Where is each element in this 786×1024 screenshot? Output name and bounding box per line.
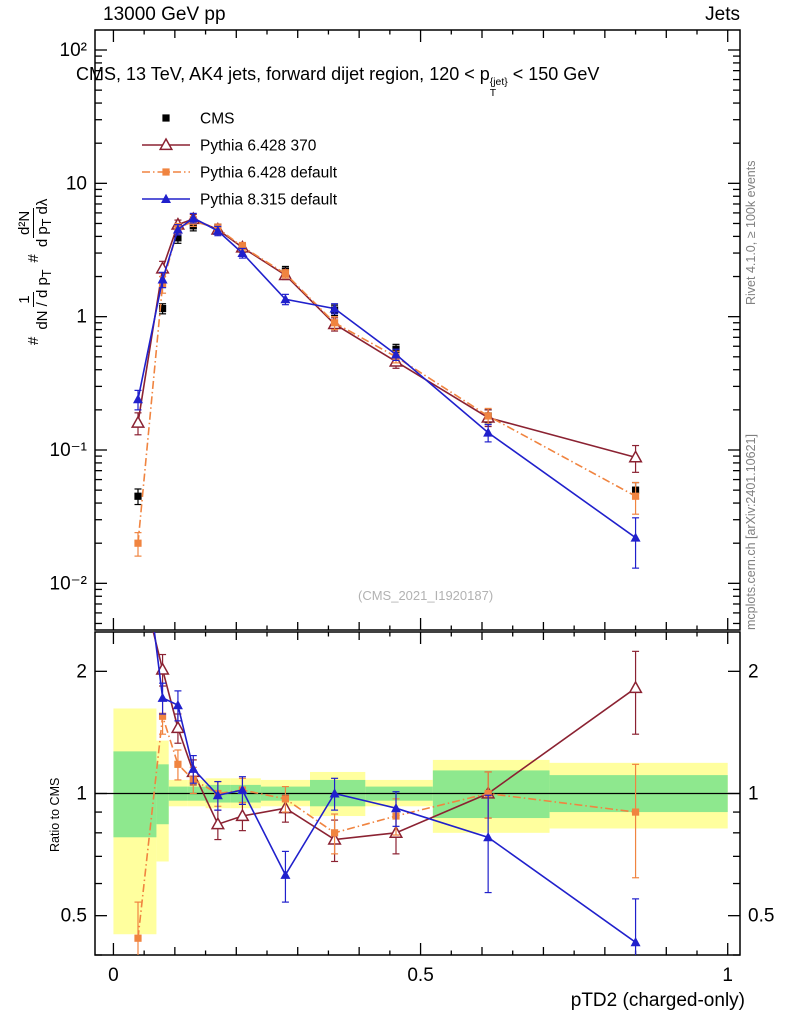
svg-text:CMS: CMS [200,111,234,128]
ratio-y-tick-labels: 2 2 1 1 0.5 0.5 [61,661,775,926]
hash-symbol: # [25,336,43,345]
plot-title-text: CMS, 13 TeV, AK4 jets, forward dijet reg… [76,64,490,84]
series-pythia-8-315-default [153,632,641,955]
d2n-dpt-dlambda-fraction: d²N d pT dλ [16,198,55,248]
axis-ticks [95,30,740,956]
svg-text:0.5: 0.5 [61,906,87,927]
x-axis-title: pTD2 (charged-only) [570,990,745,1011]
ratio-y-axis-title: Ratio to CMS [48,777,62,852]
series-pythia-6-428-default [134,699,640,955]
hash-symbol: # [25,254,43,263]
main-y-tick-labels: 10² 10 1 10⁻¹ 10⁻² [50,40,88,594]
series-pythia-8-315-default [133,212,641,569]
rivet-version-note: Rivet 4.1.0, ≥ 100k events [744,160,758,305]
svg-text:Pythia 6.428 370: Pythia 6.428 370 [200,138,317,155]
main-y-axis-title: # 1 dN / d pT # d²N d pT dλ [16,198,55,345]
x-tick-labels: 0 0.5 1 [108,965,733,986]
process-label: Jets [705,4,740,25]
series-pythia-6-428-370 [130,211,643,473]
legend: CMS Pythia 6.428 370 Pythia 6.428 default P… [142,111,338,209]
series-pythia-6-428-default [134,215,640,557]
svg-text:10: 10 [66,173,87,194]
ratio-series-layer [134,632,643,955]
ratio-uncertainty-bands [95,708,740,935]
svg-text:1: 1 [722,965,733,986]
svg-text:10⁻²: 10⁻² [50,573,88,594]
svg-text:2: 2 [748,661,759,682]
svg-text:Pythia 8.315 default: Pythia 8.315 default [200,192,338,209]
svg-text:10⁻¹: 10⁻¹ [50,440,88,461]
svg-text:2: 2 [76,661,87,682]
one-over-dn-dpt-fraction: 1 dN / d pT [16,269,55,330]
analysis-id-watermark: (CMS_2021_I1920187) [358,588,494,603]
svg-text:1: 1 [76,784,87,805]
svg-text:1: 1 [748,784,759,805]
beam-energy-label: 13000 GeV pp [103,4,226,25]
svg-text:1: 1 [76,307,87,328]
main-series-layer [130,211,643,569]
plot-title: CMS, 13 TeV, AK4 jets, forward dijet reg… [76,64,599,100]
mcplots-arxiv-note: mcplots.cern.ch [arXiv:2401.10621] [744,434,758,630]
pt-jet-supsub: {jet} T [489,77,508,100]
svg-text:0.5: 0.5 [407,965,433,986]
svg-text:0: 0 [108,965,119,986]
main-panel-frame [94,29,741,631]
svg-text:10²: 10² [60,40,87,61]
svg-text:0.5: 0.5 [748,906,774,927]
series-cms [134,220,640,506]
plot-title-tail: < 150 GeV [512,64,600,84]
svg-text:Pythia 6.428 default: Pythia 6.428 default [200,165,338,182]
